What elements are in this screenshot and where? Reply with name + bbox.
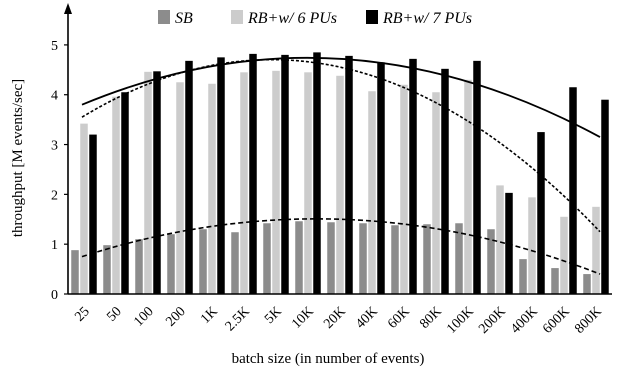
bar-rb-w-7-pus-800K (601, 99, 609, 294)
bar-sb-600K (551, 268, 559, 294)
bar-rb-w-6-pus-100 (144, 71, 152, 294)
y-tick-label: 1 (51, 238, 58, 253)
x-tick-label: 1K (198, 304, 221, 327)
bar-sb-10K (295, 221, 303, 294)
x-tick-label: 20K (321, 304, 349, 332)
trendlines-layer (81, 56, 601, 275)
bar-rb-w-6-pus-20K (336, 75, 344, 295)
x-tick-label: 100 (131, 304, 156, 329)
bar-rb-w-7-pus-400K (537, 132, 545, 294)
trendline-sb (81, 218, 601, 275)
bar-rb-w-6-pus-800K (592, 206, 600, 294)
y-tick-label: 0 (51, 288, 58, 303)
bars-layer (71, 52, 609, 295)
x-tick-label: 800K (572, 304, 605, 337)
trendline-rb-w-7-pus (81, 56, 601, 138)
x-tick-label: 25 (72, 304, 93, 325)
bar-rb-w-7-pus-100 (153, 71, 161, 294)
bar-rb-w-6-pus-2.5K (240, 72, 248, 295)
bar-sb-1K (199, 229, 207, 294)
y-axis-arrow (64, 3, 72, 14)
bar-rb-w-7-pus-200 (185, 60, 193, 295)
bar-sb-100 (135, 239, 143, 294)
bar-rb-w-7-pus-2.5K (249, 53, 257, 295)
bar-sb-800K (583, 274, 591, 294)
bar-rb-w-6-pus-10K (304, 72, 312, 295)
bar-rb-w-6-pus-25 (80, 123, 88, 294)
y-axis-title: throughput [M events/sec] (10, 79, 26, 237)
trendline-rb-w-6-pus (81, 59, 601, 233)
bar-rb-w-7-pus-20K (345, 55, 353, 294)
bar-sb-50 (103, 245, 111, 294)
bar-rb-w-7-pus-80K (441, 68, 449, 295)
y-ticks: 0 1 2 3 4 5 (51, 39, 68, 303)
x-tick-label: 5K (262, 304, 285, 327)
legend: SB RB+w/ 6 PUs RB+w/ 7 PUs (158, 10, 472, 27)
x-tick-label: 40K (353, 304, 381, 332)
x-tick-label: 600K (540, 304, 573, 337)
x-tick-label: 60K (385, 304, 413, 332)
bar-sb-400K (519, 259, 527, 294)
bar-sb-80K (423, 224, 431, 294)
bar-rb-w-6-pus-50 (112, 96, 120, 294)
bar-sb-60K (391, 225, 399, 294)
bar-sb-2.5K (231, 232, 239, 294)
bar-rb-w-6-pus-200K (496, 185, 504, 294)
x-tick-label: 80K (417, 304, 445, 332)
x-tick-label: 200 (163, 304, 188, 329)
bar-rb-w-7-pus-1K (217, 57, 225, 295)
bar-sb-40K (359, 223, 367, 294)
axes (64, 3, 612, 295)
bar-sb-20K (327, 222, 335, 294)
x-tick-label: 100K (444, 304, 477, 337)
legend-swatch (231, 10, 243, 24)
bar-rb-w-6-pus-1K (208, 83, 216, 294)
legend-swatch (366, 10, 378, 24)
x-axis-title: batch size (in number of events) (232, 351, 425, 367)
bar-rb-w-6-pus-40K (368, 91, 376, 295)
bar-rb-w-7-pus-100K (473, 60, 481, 295)
bar-rb-w-6-pus-5K (272, 70, 280, 294)
x-tick-label: 400K (508, 304, 541, 337)
bar-rb-w-6-pus-600K (560, 216, 568, 294)
bar-rb-w-7-pus-50 (121, 92, 129, 295)
bar-rb-w-7-pus-40K (377, 62, 385, 294)
bar-rb-w-7-pus-600K (569, 87, 577, 294)
x-ticks: 25 50 100 200 1K 2.5K 5K 10K 20K 40K 60K 80K 100K 200… (72, 304, 605, 337)
y-tick-label: 2 (51, 188, 58, 203)
legend-swatch (158, 10, 170, 24)
bar-sb-100K (455, 223, 463, 294)
bar-rb-w-6-pus-200 (176, 82, 184, 294)
bar-rb-w-7-pus-10K (313, 52, 321, 294)
x-tick-label: 200K (476, 304, 509, 337)
x-tick-label: 10K (289, 304, 317, 332)
bar-rb-w-7-pus-25 (89, 134, 97, 294)
y-tick-label: 3 (51, 139, 58, 154)
x-tick-label: 2.5K (223, 304, 253, 334)
bar-rb-w-7-pus-60K (409, 58, 417, 294)
legend-label: RB+w/ 7 PUs (382, 10, 472, 27)
bar-rb-w-6-pus-100K (464, 79, 472, 294)
y-tick-label: 4 (51, 89, 58, 104)
y-tick-label: 5 (51, 39, 58, 54)
bar-rb-w-7-pus-200K (505, 192, 513, 294)
bar-sb-25 (71, 250, 79, 294)
bar-rb-w-6-pus-400K (528, 197, 536, 294)
bar-rb-w-7-pus-5K (281, 54, 289, 294)
x-tick-label: 50 (104, 304, 125, 325)
legend-label: SB (175, 10, 193, 27)
legend-label: RB+w/ 6 PUs (247, 10, 337, 27)
bar-sb-200 (167, 234, 175, 294)
bar-sb-5K (263, 223, 271, 294)
bar-rb-w-6-pus-80K (432, 92, 440, 295)
bar-sb-200K (487, 229, 495, 294)
bar-rb-w-6-pus-60K (400, 84, 408, 294)
